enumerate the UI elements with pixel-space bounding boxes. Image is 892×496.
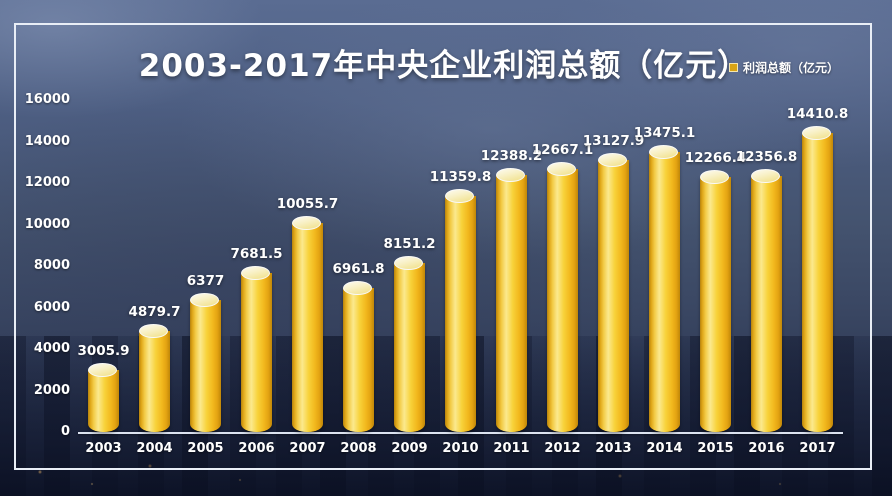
x-tick-label: 2011	[493, 441, 530, 456]
plot-area: 3005.9 4879.7 6377 7681.5 10055.7 6961.8 8151.…	[77, 100, 848, 432]
bar-cylinder-body	[241, 273, 272, 432]
bar-cylinder-body	[700, 177, 731, 432]
bar-value-label: 12356.8	[735, 149, 798, 165]
x-tick-label: 2006	[238, 441, 275, 456]
bar-2017: 14410.8	[787, 106, 848, 432]
y-tick-label: 8000	[33, 258, 70, 273]
bar-2012: 12667.1	[532, 142, 593, 432]
bar-2011: 12388.2	[481, 148, 542, 432]
y-tick-label: 10000	[24, 216, 70, 232]
bar-value-label: 7681.5	[230, 246, 283, 262]
bar-cylinder-body	[445, 196, 476, 432]
bar-value-label: 11359.8	[429, 169, 492, 185]
y-axis: 0 2000 4000 6000 8000 10000 12000 14000 16000	[0, 93, 70, 439]
bar-cylinder-cap	[139, 324, 168, 338]
y-tick-label: 2000	[33, 382, 70, 398]
bar-cylinder-body	[292, 223, 323, 432]
bar-cylinder-cap	[802, 126, 831, 140]
bar-cylinder-body	[343, 288, 374, 432]
x-tick-label: 2013	[595, 441, 632, 456]
bar-cylinder-cap	[445, 189, 474, 203]
x-tick-label: 2003	[85, 441, 122, 456]
bar-cylinder-cap	[292, 216, 321, 230]
chart-title: 2003-2017年中央企业利润总额（亿元）	[138, 48, 750, 84]
x-tick-label: 2009	[391, 441, 428, 456]
bar-2010: 11359.8	[430, 169, 491, 432]
x-tick-label: 2017	[799, 441, 836, 456]
bar-value-label: 14410.8	[786, 106, 849, 122]
x-tick-label: 2010	[442, 441, 479, 456]
bar-value-label: 6961.8	[332, 261, 385, 277]
bar-cylinder-cap	[547, 162, 576, 176]
x-axis: 2003 2004 2005 2006 2007 2008 2009 2010 2011 2012…	[78, 441, 843, 459]
bar-cylinder-body	[139, 331, 170, 432]
bar-value-label: 6377	[186, 273, 225, 289]
bar-cylinder-body	[751, 176, 782, 432]
bar-2014: 13475.1	[634, 125, 695, 432]
bar-value-label: 12388.2	[480, 148, 543, 164]
bar-2003: 3005.9	[77, 343, 130, 432]
x-tick-label: 2015	[697, 441, 734, 456]
bar-value-label: 12667.1	[531, 142, 594, 158]
bar-cylinder-cap	[241, 266, 270, 280]
bar-2009: 8151.2	[383, 236, 436, 432]
y-tick-label: 4000	[33, 341, 70, 356]
bar-cylinder-body	[88, 370, 119, 432]
bar-cylinder-cap	[598, 153, 627, 167]
bar-value-label: 13475.1	[633, 125, 696, 141]
bar-cylinder-cap	[88, 363, 117, 377]
x-tick-label: 2016	[748, 441, 785, 456]
bar-cylinder-cap	[343, 281, 372, 295]
y-tick-label: 14000	[24, 133, 70, 149]
bar-cylinder-cap	[394, 256, 423, 270]
legend-label: 利润总额（亿元）	[743, 61, 840, 75]
x-tick-label: 2007	[289, 441, 326, 456]
bar-cylinder-cap	[751, 169, 780, 183]
bar-2013: 13127.9	[583, 133, 644, 432]
bar-2015: 12266.4	[685, 150, 746, 432]
bar-value-label: 12266.4	[684, 150, 747, 166]
bar-2008: 6961.8	[332, 261, 385, 432]
x-tick-label: 2012	[544, 441, 581, 456]
x-tick-label: 2005	[187, 441, 224, 456]
bar-cylinder-body	[802, 133, 833, 432]
bar-cylinder-body	[649, 152, 680, 432]
x-tick-label: 2004	[136, 441, 173, 456]
bar-cylinder-body	[190, 300, 221, 432]
y-tick-label: 0	[60, 424, 70, 439]
bar-2005: 6377	[187, 273, 224, 432]
x-tick-label: 2008	[340, 441, 377, 456]
bar-value-label: 13127.9	[582, 133, 645, 149]
bar-2004: 4879.7	[128, 304, 181, 432]
bar-value-label: 8151.2	[383, 236, 436, 252]
y-tick-label: 16000	[24, 92, 70, 107]
x-axis-line	[78, 432, 843, 434]
bar-cylinder-body	[496, 175, 527, 432]
bar-cylinder-cap	[496, 168, 525, 182]
bar-cylinder-cap	[700, 170, 729, 184]
y-tick-label: 12000	[24, 175, 70, 190]
bar-2007: 10055.7	[277, 196, 338, 432]
y-tick-label: 6000	[33, 299, 70, 315]
x-tick-label: 2014	[646, 441, 683, 456]
bar-value-label: 4879.7	[128, 304, 181, 320]
bar-cylinder-body	[598, 160, 629, 432]
bar-cylinder-cap	[649, 145, 678, 159]
legend-swatch-icon	[729, 63, 738, 72]
bar-value-label: 3005.9	[77, 343, 130, 359]
bar-2006: 7681.5	[230, 246, 283, 432]
bar-cylinder-body	[394, 263, 425, 432]
bar-cylinder-cap	[190, 293, 219, 307]
legend: 利润总额（亿元）	[729, 59, 839, 76]
bar-value-label: 10055.7	[276, 196, 339, 212]
bar-2016: 12356.8	[736, 149, 797, 432]
bar-cylinder-body	[547, 169, 578, 432]
